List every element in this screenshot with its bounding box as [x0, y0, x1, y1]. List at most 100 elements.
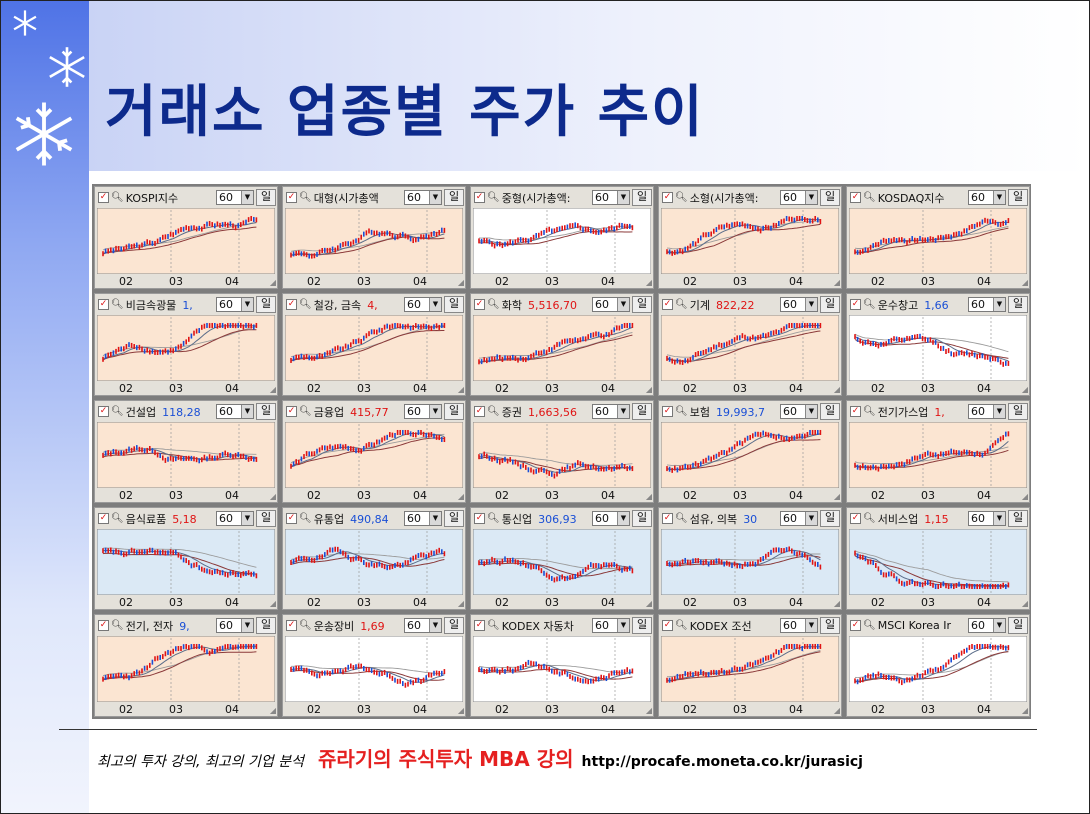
resize-grip-icon[interactable]: ◢: [1021, 278, 1028, 287]
chart-tile[interactable]: ✓ 🔍︎ KOSPI지수 60 ▼ 일 02 03 04 ◢: [94, 186, 278, 289]
chart-tile[interactable]: ✓ 🔍︎ 유통업 490,84 60 ▼ 일 02 03 04 ◢: [282, 507, 466, 610]
chart-tile[interactable]: ✓ 🔍︎ 금융업 415,77 60 ▼ 일 02 03 04 ◢: [282, 400, 466, 503]
day-button[interactable]: 일: [820, 510, 840, 527]
search-icon[interactable]: 🔍︎: [111, 620, 124, 631]
chevron-down-icon[interactable]: ▼: [993, 298, 1005, 311]
search-icon[interactable]: 🔍︎: [111, 192, 124, 203]
period-select[interactable]: 60 ▼: [216, 511, 254, 526]
chart-tile[interactable]: ✓ 🔍︎ 소형(시가총액: 60 ▼ 일 02 03 04 ◢: [658, 186, 842, 289]
checkbox-icon[interactable]: ✓: [850, 192, 861, 203]
period-select[interactable]: 60 ▼: [968, 190, 1006, 205]
search-icon[interactable]: 🔍︎: [111, 513, 124, 524]
period-select[interactable]: 60 ▼: [592, 190, 630, 205]
period-select[interactable]: 60 ▼: [968, 618, 1006, 633]
day-button[interactable]: 일: [444, 510, 464, 527]
chevron-down-icon[interactable]: ▼: [617, 512, 629, 525]
search-icon[interactable]: 🔍︎: [487, 406, 500, 417]
resize-grip-icon[interactable]: ◢: [269, 599, 276, 608]
chart-tile[interactable]: ✓ 🔍︎ KODEX 자동차 60 ▼ 일 02 03 04 ◢: [470, 614, 654, 717]
resize-grip-icon[interactable]: ◢: [269, 278, 276, 287]
search-icon[interactable]: 🔍︎: [487, 299, 500, 310]
resize-grip-icon[interactable]: ◢: [269, 385, 276, 394]
period-select[interactable]: 60 ▼: [216, 297, 254, 312]
chart-tile[interactable]: ✓ 🔍︎ 운송장비 1,69 60 ▼ 일 02 03 04 ◢: [282, 614, 466, 717]
period-select[interactable]: 60 ▼: [780, 190, 818, 205]
checkbox-icon[interactable]: ✓: [98, 406, 109, 417]
chart-tile[interactable]: ✓ 🔍︎ KODEX 조선 60 ▼ 일 02 03 04 ◢: [658, 614, 842, 717]
chevron-down-icon[interactable]: ▼: [429, 191, 441, 204]
search-icon[interactable]: 🔍︎: [675, 192, 688, 203]
checkbox-icon[interactable]: ✓: [286, 406, 297, 417]
chevron-down-icon[interactable]: ▼: [429, 619, 441, 632]
chevron-down-icon[interactable]: ▼: [241, 191, 253, 204]
period-select[interactable]: 60 ▼: [592, 618, 630, 633]
period-select[interactable]: 60 ▼: [404, 511, 442, 526]
chevron-down-icon[interactable]: ▼: [617, 619, 629, 632]
period-select[interactable]: 60 ▼: [780, 297, 818, 312]
period-select[interactable]: 60 ▼: [404, 190, 442, 205]
chart-tile[interactable]: ✓ 🔍︎ 서비스업 1,15 60 ▼ 일 02 03 04 ◢: [846, 507, 1030, 610]
chart-tile[interactable]: ✓ 🔍︎ 통신업 306,93 60 ▼ 일 02 03 04 ◢: [470, 507, 654, 610]
checkbox-icon[interactable]: ✓: [98, 620, 109, 631]
chevron-down-icon[interactable]: ▼: [993, 405, 1005, 418]
period-select[interactable]: 60 ▼: [968, 297, 1006, 312]
day-button[interactable]: 일: [820, 296, 840, 313]
resize-grip-icon[interactable]: ◢: [645, 385, 652, 394]
chevron-down-icon[interactable]: ▼: [617, 298, 629, 311]
resize-grip-icon[interactable]: ◢: [457, 599, 464, 608]
search-icon[interactable]: 🔍︎: [863, 513, 876, 524]
checkbox-icon[interactable]: ✓: [474, 513, 485, 524]
period-select[interactable]: 60 ▼: [216, 618, 254, 633]
day-button[interactable]: 일: [256, 510, 276, 527]
day-button[interactable]: 일: [256, 296, 276, 313]
checkbox-icon[interactable]: ✓: [662, 299, 673, 310]
period-select[interactable]: 60 ▼: [592, 511, 630, 526]
chart-tile[interactable]: ✓ 🔍︎ 대형(시가총액 60 ▼ 일 02 03 04 ◢: [282, 186, 466, 289]
chart-tile[interactable]: ✓ 🔍︎ 운수창고 1,66 60 ▼ 일 02 03 04 ◢: [846, 293, 1030, 396]
day-button[interactable]: 일: [632, 189, 652, 206]
resize-grip-icon[interactable]: ◢: [645, 706, 652, 715]
resize-grip-icon[interactable]: ◢: [1021, 492, 1028, 501]
chevron-down-icon[interactable]: ▼: [993, 191, 1005, 204]
search-icon[interactable]: 🔍︎: [299, 406, 312, 417]
search-icon[interactable]: 🔍︎: [487, 192, 500, 203]
search-icon[interactable]: 🔍︎: [111, 406, 124, 417]
chart-tile[interactable]: ✓ 🔍︎ 중형(시가총액: 60 ▼ 일 02 03 04 ◢: [470, 186, 654, 289]
chart-tile[interactable]: ✓ 🔍︎ 증권 1,663,56 60 ▼ 일 02 03 04 ◢: [470, 400, 654, 503]
period-select[interactable]: 60 ▼: [968, 404, 1006, 419]
search-icon[interactable]: 🔍︎: [863, 620, 876, 631]
day-button[interactable]: 일: [1008, 510, 1028, 527]
chevron-down-icon[interactable]: ▼: [993, 619, 1005, 632]
resize-grip-icon[interactable]: ◢: [833, 706, 840, 715]
chevron-down-icon[interactable]: ▼: [993, 512, 1005, 525]
search-icon[interactable]: 🔍︎: [299, 620, 312, 631]
chart-tile[interactable]: ✓ 🔍︎ KOSDAQ지수 60 ▼ 일 02 03 04 ◢: [846, 186, 1030, 289]
period-select[interactable]: 60 ▼: [968, 511, 1006, 526]
period-select[interactable]: 60 ▼: [404, 404, 442, 419]
chevron-down-icon[interactable]: ▼: [429, 298, 441, 311]
checkbox-icon[interactable]: ✓: [850, 620, 861, 631]
resize-grip-icon[interactable]: ◢: [269, 492, 276, 501]
resize-grip-icon[interactable]: ◢: [645, 278, 652, 287]
checkbox-icon[interactable]: ✓: [286, 513, 297, 524]
search-icon[interactable]: 🔍︎: [675, 620, 688, 631]
resize-grip-icon[interactable]: ◢: [457, 706, 464, 715]
chart-tile[interactable]: ✓ 🔍︎ 전기가스업 1, 60 ▼ 일 02 03 04 ◢: [846, 400, 1030, 503]
checkbox-icon[interactable]: ✓: [474, 192, 485, 203]
checkbox-icon[interactable]: ✓: [662, 406, 673, 417]
chevron-down-icon[interactable]: ▼: [241, 619, 253, 632]
day-button[interactable]: 일: [1008, 296, 1028, 313]
checkbox-icon[interactable]: ✓: [286, 299, 297, 310]
resize-grip-icon[interactable]: ◢: [1021, 599, 1028, 608]
checkbox-icon[interactable]: ✓: [98, 513, 109, 524]
day-button[interactable]: 일: [820, 617, 840, 634]
resize-grip-icon[interactable]: ◢: [645, 599, 652, 608]
checkbox-icon[interactable]: ✓: [662, 513, 673, 524]
chevron-down-icon[interactable]: ▼: [429, 405, 441, 418]
search-icon[interactable]: 🔍︎: [863, 299, 876, 310]
day-button[interactable]: 일: [632, 617, 652, 634]
search-icon[interactable]: 🔍︎: [487, 513, 500, 524]
chart-tile[interactable]: ✓ 🔍︎ 비금속광물 1, 60 ▼ 일 02 03 04 ◢: [94, 293, 278, 396]
checkbox-icon[interactable]: ✓: [474, 620, 485, 631]
day-button[interactable]: 일: [820, 403, 840, 420]
